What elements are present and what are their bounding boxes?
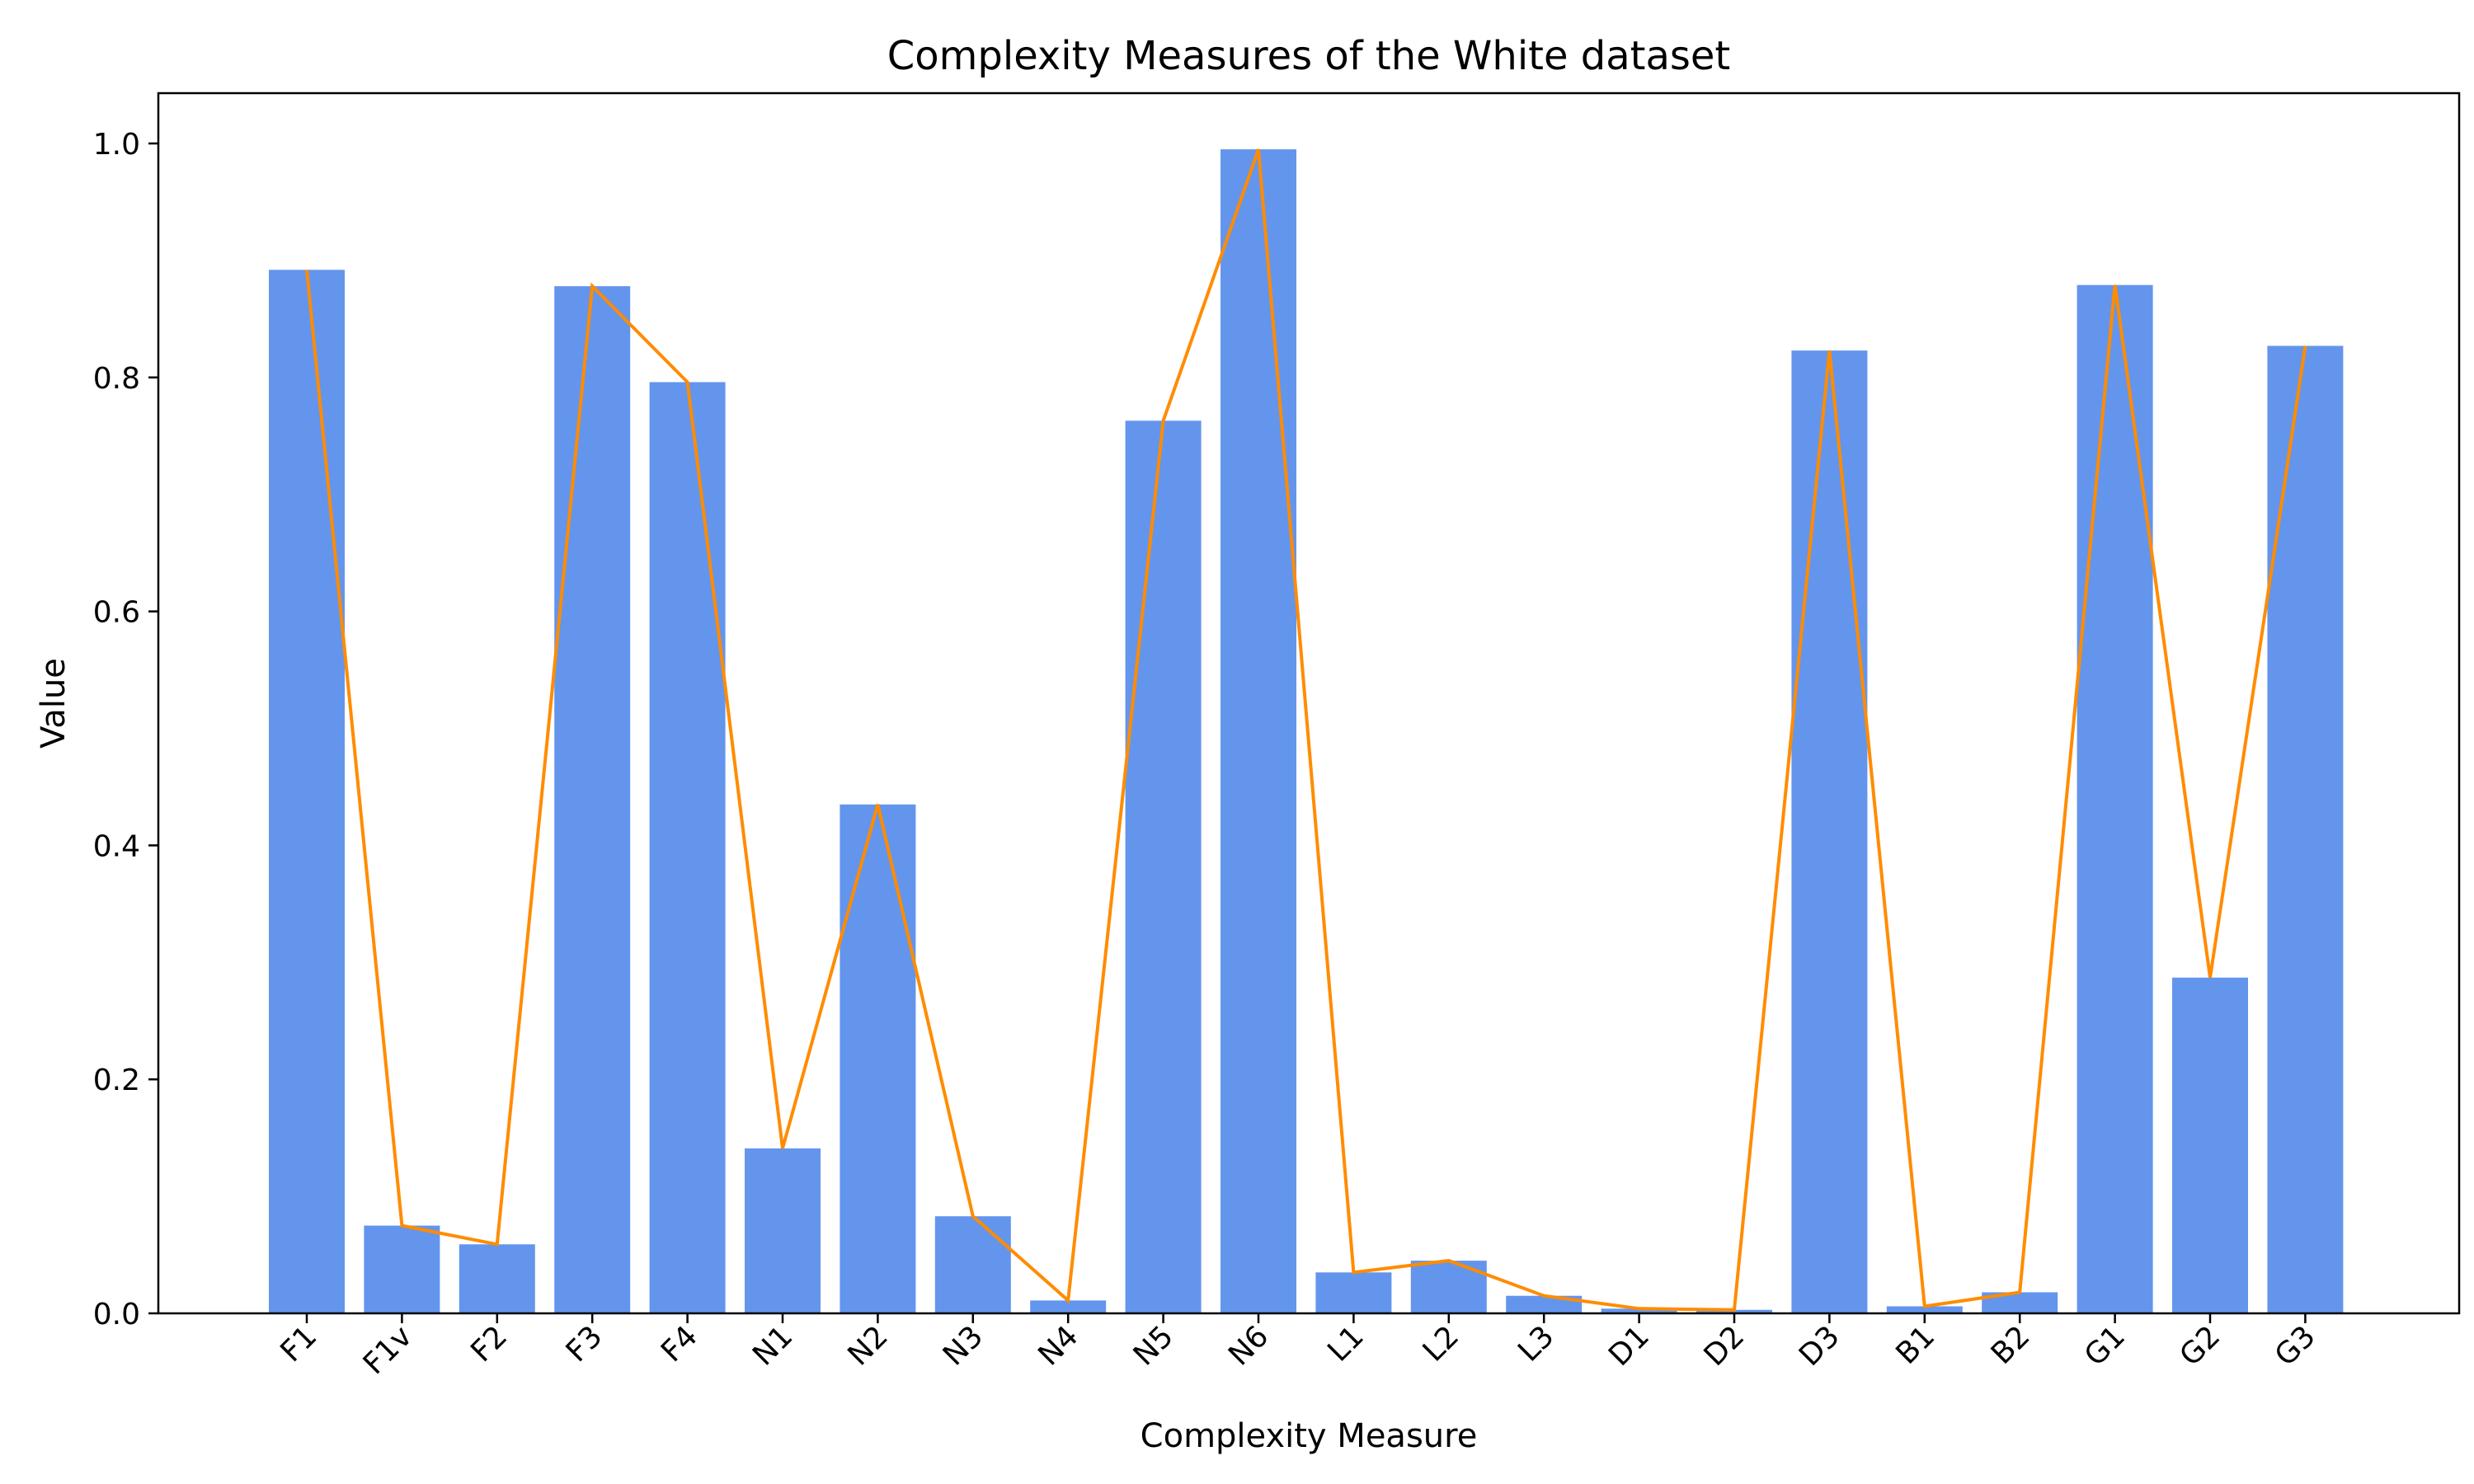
- bar-n3: [934, 1216, 1011, 1313]
- x-tick-label: B2: [1985, 1319, 2037, 1371]
- x-tick-label: N3: [937, 1319, 990, 1372]
- plot-frame: [157, 92, 2461, 1315]
- bar-d1: [1601, 1308, 1677, 1313]
- x-tick-label: N2: [842, 1319, 895, 1372]
- y-tick-label: 0.0: [93, 1298, 140, 1331]
- x-axis: F1 F1v F2 F3 F4 N1 N2 N3 N4 N5 N6 L1 L2 L3 D1 D2 D3 B1 B2 G…: [275, 1313, 2322, 1381]
- bar-l1: [1315, 1272, 1392, 1313]
- x-tick-label: F3: [560, 1319, 609, 1369]
- y-axis-label: Value: [35, 658, 73, 749]
- bar-l2: [1410, 1261, 1487, 1313]
- bar-b1: [1886, 1306, 1963, 1313]
- y-tick-label: 1.0: [93, 128, 140, 162]
- bar-g3: [2267, 345, 2344, 1313]
- x-tick-label: F4: [655, 1319, 704, 1369]
- bars-layer: [269, 149, 2344, 1314]
- bar-g1: [2077, 284, 2153, 1313]
- bar-n2: [840, 804, 916, 1313]
- x-tick-label: F2: [464, 1319, 514, 1369]
- bar-f4: [649, 382, 726, 1313]
- x-tick-label: D1: [1602, 1319, 1656, 1373]
- bar-f3: [554, 286, 631, 1313]
- y-tick-label: 0.2: [93, 1064, 140, 1097]
- x-tick-label: F1v: [357, 1319, 419, 1381]
- bar-f2: [459, 1244, 535, 1313]
- line-layer: [305, 148, 2307, 1312]
- bar-d2: [1696, 1309, 1772, 1313]
- bar-d3: [1791, 350, 1868, 1314]
- x-tick-label: F1: [275, 1319, 324, 1369]
- x-tick-label: B1: [1890, 1319, 1942, 1371]
- x-tick-label: N6: [1222, 1319, 1275, 1372]
- trend-line: [305, 148, 2307, 1312]
- chart-title: Complexity Measures of the White dataset: [887, 33, 1730, 79]
- bar-g2: [2172, 977, 2248, 1313]
- bar-n5: [1125, 420, 1202, 1313]
- bar-l3: [1506, 1295, 1583, 1313]
- y-axis: 0.0 0.2 0.4 0.6 0.8 1.0: [93, 128, 158, 1331]
- x-tick-label: D3: [1793, 1319, 1846, 1373]
- x-tick-label: L3: [1512, 1319, 1560, 1368]
- bar-n6: [1221, 149, 1296, 1314]
- bar-f1v: [364, 1225, 440, 1313]
- x-tick-label: L1: [1321, 1319, 1370, 1368]
- x-tick-label: G1: [2078, 1319, 2132, 1373]
- x-tick-label: L2: [1417, 1319, 1465, 1368]
- x-tick-label: N4: [1032, 1319, 1084, 1372]
- x-tick-label: G3: [2269, 1319, 2322, 1373]
- bar-f1: [269, 270, 345, 1313]
- bar-n4: [1030, 1300, 1107, 1313]
- x-tick-label: N5: [1127, 1319, 1180, 1372]
- y-tick-label: 0.6: [93, 596, 140, 630]
- x-tick-label: G2: [2173, 1319, 2227, 1373]
- bar-n1: [745, 1148, 821, 1313]
- y-tick-label: 0.4: [93, 829, 140, 863]
- x-tick-label: D2: [1698, 1319, 1752, 1373]
- x-axis-label: Complexity Measure: [1141, 1417, 1478, 1455]
- x-tick-label: N1: [746, 1319, 799, 1372]
- y-tick-label: 0.8: [93, 362, 140, 396]
